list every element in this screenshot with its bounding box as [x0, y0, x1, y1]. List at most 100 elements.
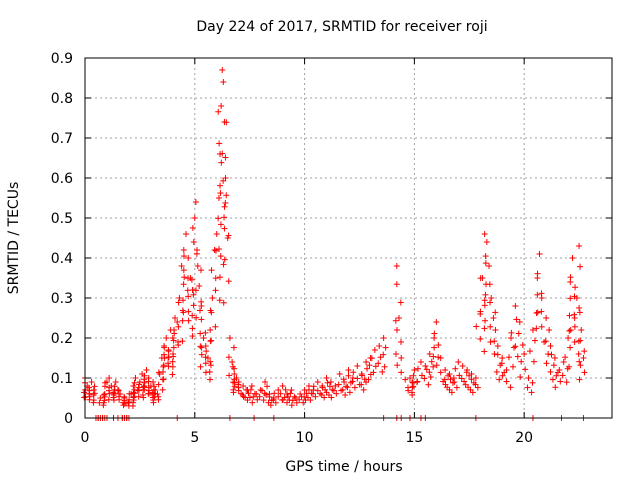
data-point — [317, 390, 324, 397]
data-point — [477, 335, 484, 342]
data-point — [410, 372, 417, 379]
data-point — [326, 383, 333, 390]
data-point — [159, 376, 166, 383]
data-point — [198, 351, 205, 358]
data-point — [543, 315, 550, 321]
data-point — [567, 327, 574, 333]
data-point — [169, 358, 176, 365]
data-point — [396, 315, 403, 321]
data-point — [110, 397, 117, 404]
data-point — [188, 276, 195, 283]
data-point — [522, 366, 529, 373]
data-point — [212, 287, 219, 294]
data-point — [481, 348, 488, 355]
data-point — [260, 397, 267, 404]
data-point — [505, 354, 512, 361]
data-point — [556, 367, 563, 373]
data-point — [449, 379, 456, 386]
data-point — [380, 335, 387, 341]
data-point — [196, 307, 203, 314]
data-point — [428, 358, 435, 365]
data-point — [208, 267, 215, 274]
data-point — [461, 378, 468, 385]
data-point — [497, 362, 504, 369]
data-point — [567, 295, 574, 302]
data-point — [298, 393, 305, 400]
data-point — [169, 371, 176, 378]
data-point — [180, 267, 187, 274]
data-point — [146, 387, 153, 394]
data-point — [333, 390, 340, 397]
chart-title: Day 224 of 2017, SRMTID for receiver roj… — [196, 19, 487, 35]
data-point — [468, 376, 475, 383]
data-point — [197, 267, 204, 274]
data-point — [576, 304, 583, 311]
data-point — [410, 383, 417, 390]
data-point — [314, 387, 321, 394]
data-point — [487, 339, 494, 345]
y-tick-label: 0.2 — [51, 331, 73, 347]
data-point — [551, 355, 558, 361]
data-point — [216, 246, 223, 253]
data-point — [393, 351, 400, 357]
data-point — [217, 221, 224, 228]
data-point — [394, 362, 401, 369]
data-point — [541, 339, 548, 345]
data-point — [413, 379, 420, 386]
data-point — [402, 376, 409, 383]
data-point — [365, 376, 372, 383]
data-point — [566, 327, 573, 334]
data-point — [431, 330, 438, 337]
data-point — [526, 348, 533, 355]
data-point — [575, 351, 582, 357]
data-point — [197, 330, 204, 337]
data-point — [238, 390, 245, 397]
data-point — [175, 323, 182, 330]
data-point — [549, 376, 556, 383]
data-point — [577, 263, 584, 270]
data-point — [171, 330, 178, 337]
data-point — [567, 344, 574, 351]
data-point — [491, 338, 498, 345]
data-point — [458, 375, 465, 382]
data-point — [411, 367, 418, 373]
data-point — [170, 337, 177, 344]
axis-ticks: 0 5 10 15 20 0 0.1 0.2 0.3 0.4 0.5 0.6 0.7 0.8 0.9 — [51, 51, 612, 446]
data-point — [256, 393, 263, 400]
data-point — [319, 384, 326, 391]
data-point — [212, 275, 219, 282]
data-point — [179, 338, 186, 345]
data-point — [414, 365, 421, 372]
data-point — [545, 351, 552, 357]
data-point — [145, 375, 152, 381]
data-point — [194, 263, 201, 269]
data-point — [524, 384, 531, 391]
data-point — [560, 359, 567, 365]
data-point — [459, 363, 466, 369]
data-point — [130, 383, 137, 389]
data-point — [576, 376, 583, 383]
data-point — [342, 391, 349, 398]
data-point — [345, 372, 352, 379]
data-point — [380, 351, 387, 358]
data-point — [275, 393, 282, 400]
x-tick-label: 10 — [296, 430, 314, 446]
data-point — [534, 291, 541, 298]
data-point — [193, 247, 200, 253]
data-point — [180, 297, 187, 304]
data-point — [181, 274, 188, 281]
data-point — [512, 303, 519, 309]
data-point — [240, 383, 247, 389]
data-point — [105, 396, 112, 403]
data-point — [543, 360, 550, 367]
data-point — [81, 389, 87, 396]
data-point — [510, 344, 517, 351]
data-point — [494, 351, 501, 358]
data-point — [328, 394, 335, 401]
data-point — [482, 253, 489, 260]
y-tick-label: 0.5 — [51, 211, 73, 227]
data-point — [530, 358, 537, 365]
x-tick-label: 0 — [81, 430, 90, 446]
data-point — [512, 343, 519, 350]
